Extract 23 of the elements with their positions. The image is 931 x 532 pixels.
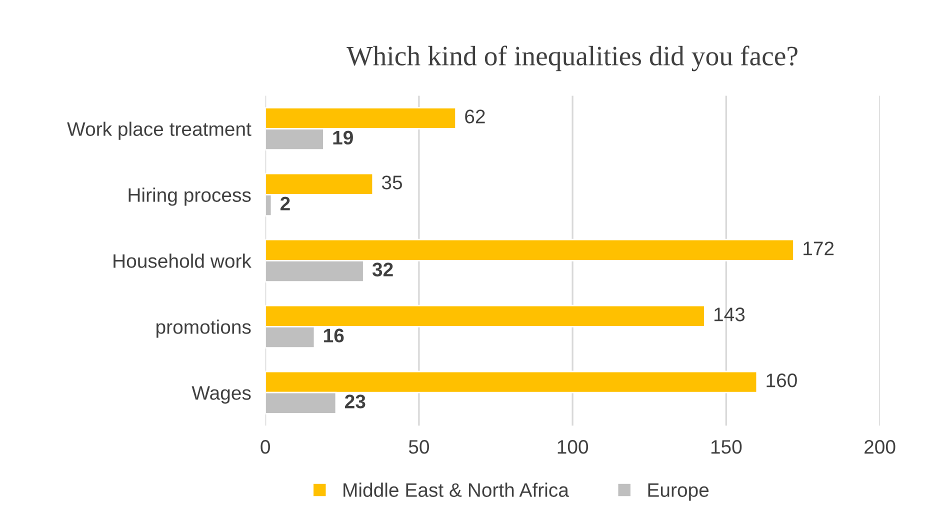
data-label: 35 — [382, 176, 402, 190]
data-label: 172 — [804, 242, 834, 256]
legend-label: Middle East & North Africa — [344, 482, 569, 497]
data-label: 23 — [345, 394, 366, 408]
x-tick-label: 50 — [408, 440, 430, 454]
y-tick-label: Wages — [192, 386, 251, 404]
legend-label: Europe — [648, 483, 709, 501]
data-label: 62 — [465, 110, 485, 124]
x-tick-label: 0 — [260, 440, 270, 454]
y-tick-label: promotions — [156, 320, 251, 338]
data-label: 160 — [766, 374, 797, 388]
x-tick-label: 200 — [864, 440, 896, 454]
data-label: 2 — [280, 196, 290, 210]
x-tick-label: 150 — [711, 440, 742, 454]
y-tick-label: Hiring process — [128, 188, 251, 206]
data-label: 32 — [372, 262, 393, 276]
y-tick-label: Household work — [114, 254, 252, 268]
x-tick-label: 100 — [558, 440, 588, 454]
chart-title: Which kind of inequalities did you face? — [346, 46, 798, 72]
y-tick-label: Work place treatment — [67, 122, 252, 140]
data-label: 143 — [714, 308, 745, 322]
data-label: 19 — [333, 130, 353, 145]
data-label: 16 — [324, 328, 344, 342]
